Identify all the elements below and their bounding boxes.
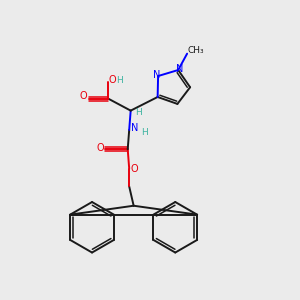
Text: H: H: [135, 109, 142, 118]
Text: O: O: [80, 92, 88, 101]
Text: O: O: [131, 164, 138, 174]
Text: N: N: [176, 64, 183, 74]
Text: H: H: [141, 128, 147, 137]
Text: N: N: [131, 124, 138, 134]
Text: CH₃: CH₃: [188, 46, 204, 55]
Text: H: H: [116, 76, 123, 85]
Text: O: O: [108, 75, 116, 85]
Text: O: O: [96, 143, 104, 153]
Text: N: N: [153, 70, 160, 80]
